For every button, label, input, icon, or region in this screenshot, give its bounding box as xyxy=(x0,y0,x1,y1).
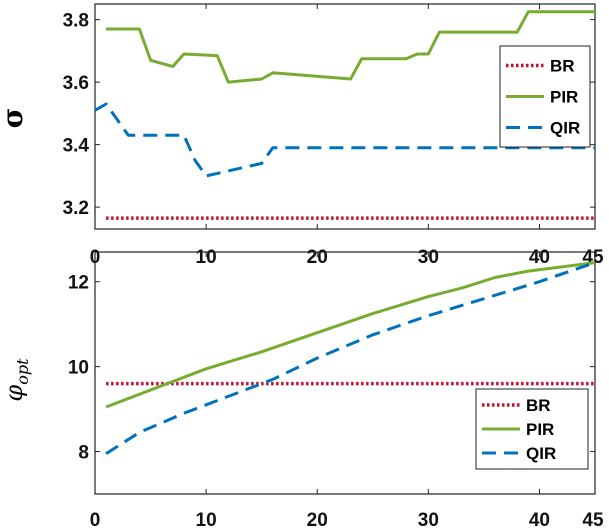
y-tick-label: 12 xyxy=(68,273,89,294)
legend-label-pir: PIR xyxy=(550,88,578,107)
y-tick-label: 3.4 xyxy=(63,136,90,157)
legend-label-pir: PIR xyxy=(526,420,554,439)
series-line-pir xyxy=(106,10,595,84)
legend: BR PIR QIR xyxy=(499,45,591,148)
legend: BR PIR QIR xyxy=(475,388,589,470)
x-tick-label: 0 xyxy=(90,510,101,531)
series-line-qir xyxy=(105,261,596,455)
axes-frame xyxy=(94,251,596,495)
legend-label-qir: QIR xyxy=(550,119,580,138)
x-tick-label: 10 xyxy=(196,247,217,268)
phi-opt-chart-panel: 0 10 20 30 40 45 8 10 12 φopt BR PIR QIR xyxy=(0,251,604,531)
x-tick-label: 45 xyxy=(582,510,604,531)
y-tick-label: 3.6 xyxy=(63,73,89,94)
axes-frame xyxy=(94,3,596,230)
x-tick-label: 40 xyxy=(529,247,550,268)
x-tick-label: 40 xyxy=(529,510,550,531)
x-tick-label: 20 xyxy=(307,247,328,268)
y-axis-label: φopt xyxy=(0,358,32,402)
y-axis-label: σ xyxy=(0,108,29,129)
legend-label-br: BR xyxy=(550,57,575,76)
y-tick-label: 8 xyxy=(78,443,89,464)
legend-label-qir: QIR xyxy=(526,444,556,463)
x-tick-label: 20 xyxy=(307,510,328,531)
x-tick-label: 10 xyxy=(196,510,217,531)
y-tick-label: 3.8 xyxy=(63,11,89,32)
y-tick-label: 3.2 xyxy=(63,198,89,219)
legend-label-br: BR xyxy=(526,396,551,415)
x-tick-label: 30 xyxy=(418,247,439,268)
y-tick-label: 10 xyxy=(68,358,89,379)
series-line-qir xyxy=(94,102,595,178)
x-tick-label: 30 xyxy=(418,510,439,531)
series-line-pir xyxy=(105,261,596,409)
